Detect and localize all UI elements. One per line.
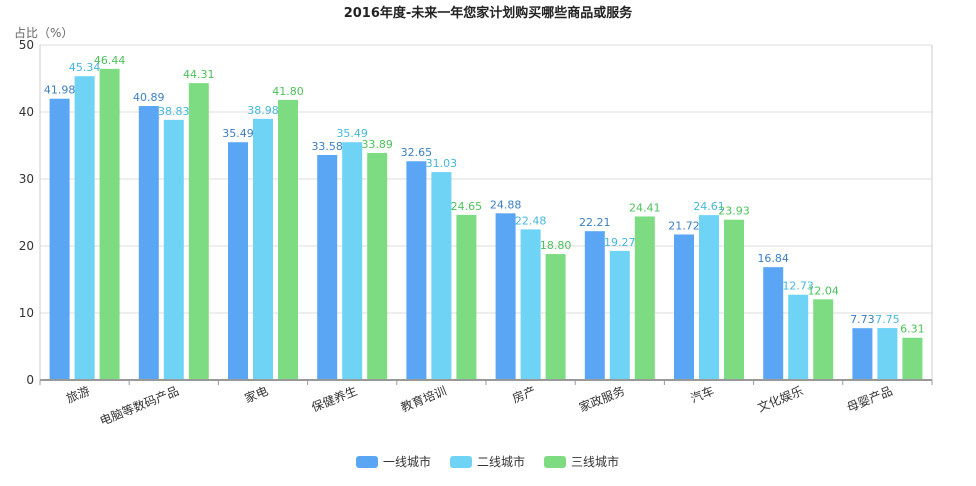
- bar: [367, 152, 388, 380]
- data-label: 31.03: [426, 157, 458, 170]
- data-label: 12.04: [807, 284, 839, 297]
- bars: [49, 68, 923, 381]
- data-label: 33.58: [311, 140, 343, 153]
- data-label: 12.73: [782, 280, 814, 293]
- bar: [699, 215, 719, 380]
- legend-swatch: [544, 456, 566, 468]
- category-label: 房产: [510, 383, 538, 406]
- data-label: 16.84: [757, 252, 789, 265]
- y-tick-label: 50: [19, 38, 34, 52]
- data-label: 21.72: [668, 219, 700, 232]
- data-label: 41.98: [44, 84, 76, 97]
- data-label: 22.21: [579, 216, 611, 229]
- data-label: 38.98: [247, 104, 279, 117]
- data-label: 32.65: [401, 146, 433, 159]
- bar: [724, 219, 744, 380]
- data-label: 40.89: [133, 91, 165, 104]
- data-label: 41.80: [272, 85, 304, 98]
- bar: [609, 250, 630, 380]
- bar: [674, 234, 694, 380]
- data-label: 7.73: [850, 313, 875, 326]
- bar: [852, 328, 873, 380]
- category-label: 电脑等数码产品: [97, 383, 181, 428]
- legend-label: 二线城市: [477, 454, 525, 469]
- bar: [763, 267, 784, 380]
- bar: [317, 155, 338, 380]
- bar: [902, 337, 923, 380]
- y-axis-ticks: 0 10 20 30 40 50: [19, 38, 34, 387]
- legend-swatch: [356, 456, 378, 468]
- y-tick-label: 10: [19, 306, 34, 320]
- data-label: 23.93: [718, 205, 750, 218]
- legend-label: 三线城市: [571, 454, 619, 469]
- bar: [138, 106, 159, 381]
- data-label: 18.80: [540, 239, 572, 252]
- bar: [788, 294, 809, 380]
- category-labels: 旅游 电脑等数码产品 家电 保健养生 教育培训 房产 家政服务 汽车 文化娱乐 母婴产品: [64, 383, 894, 428]
- category-label: 旅游: [64, 384, 92, 406]
- bar: [49, 98, 70, 380]
- bar: [431, 172, 452, 380]
- bar: [520, 229, 541, 380]
- bar: [456, 214, 477, 380]
- category-label: 保健养生: [309, 383, 359, 415]
- y-tick-label: 0: [26, 373, 34, 387]
- bar: [278, 99, 298, 380]
- data-label: 44.31: [183, 68, 215, 81]
- data-label: 35.49: [222, 127, 254, 140]
- bar: [99, 68, 120, 381]
- grid-lines: [39, 44, 933, 380]
- data-label: 46.44: [94, 54, 126, 67]
- data-label: 38.83: [158, 105, 190, 118]
- bar: [584, 231, 605, 380]
- y-axis-label: 占比（%）: [14, 25, 73, 40]
- bar: [634, 216, 655, 380]
- bar: [342, 142, 363, 380]
- data-label: 22.48: [515, 214, 547, 227]
- data-label: 6.31: [900, 323, 925, 336]
- bar: [545, 254, 566, 380]
- data-label: 33.89: [361, 138, 393, 151]
- bar: [74, 76, 95, 381]
- bar: [163, 119, 184, 381]
- category-label: 家电: [242, 383, 270, 406]
- category-label: 教育培训: [398, 383, 448, 415]
- category-label: 家政服务: [577, 383, 627, 415]
- bar: [406, 161, 427, 380]
- y-tick-label: 30: [19, 172, 34, 186]
- data-label: 19.27: [604, 236, 636, 249]
- bar: [877, 328, 898, 380]
- legend-swatch: [450, 456, 472, 468]
- legend-label: 一线城市: [383, 454, 431, 469]
- data-label: 45.34: [69, 61, 101, 74]
- bar: [495, 213, 516, 380]
- legend: 一线城市 二线城市 三线城市: [356, 454, 619, 469]
- bar: [228, 142, 248, 380]
- data-label: 7.75: [875, 313, 900, 326]
- category-label: 母婴产品: [845, 384, 895, 415]
- y-tick-label: 40: [19, 105, 34, 119]
- category-label: 汽车: [688, 383, 716, 406]
- chart-title: 2016年度-未来一年您家计划购买哪些商品或服务: [344, 5, 634, 21]
- category-label: 文化娱乐: [755, 383, 805, 415]
- y-tick-label: 20: [19, 239, 34, 253]
- data-label: 24.65: [451, 200, 483, 213]
- bar: [253, 118, 273, 381]
- data-label: 24.61: [693, 200, 725, 213]
- data-label: 24.41: [629, 201, 661, 214]
- data-label: 35.49: [336, 127, 368, 140]
- data-label: 24.88: [490, 198, 522, 211]
- bar: [188, 83, 209, 381]
- bar: [813, 299, 834, 380]
- x-axis: [39, 379, 933, 385]
